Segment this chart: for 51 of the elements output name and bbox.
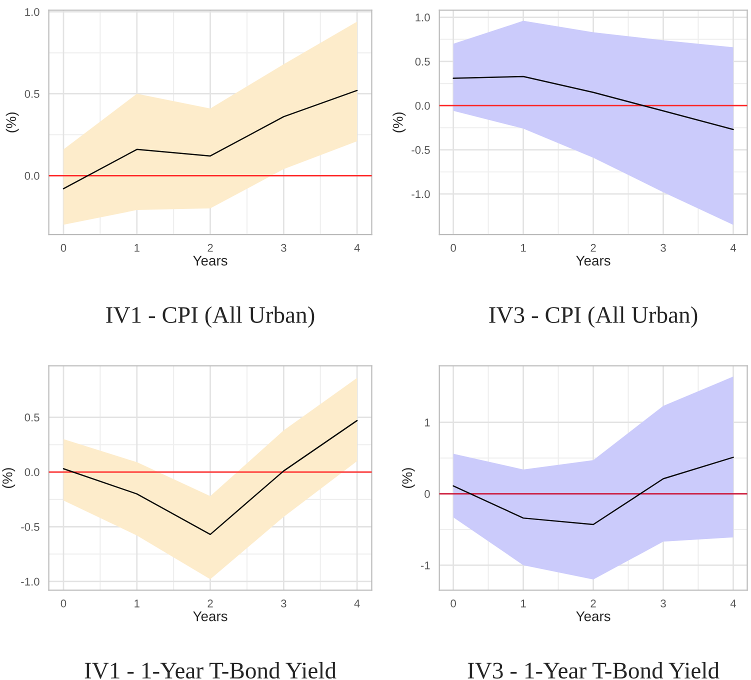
x-tick-label: 2 <box>590 244 596 252</box>
x-tick-label: 1 <box>134 600 140 608</box>
x-axis-title: Years <box>576 256 610 266</box>
line-series <box>62 420 358 536</box>
y-axis-title: (%) <box>6 112 19 132</box>
x-tick-label: 0 <box>60 600 66 608</box>
text: IV1 - 1-Year T-Bond Yield <box>84 662 336 679</box>
y-tick-label: 1 <box>424 418 430 426</box>
y-axis-title: (%) <box>402 468 415 488</box>
y-axis-title: (%) <box>2 468 16 488</box>
y-tick-label: 0.5 <box>24 414 40 422</box>
x-tick-label: 3 <box>660 600 666 608</box>
y-axis-title: (%) <box>392 112 406 132</box>
x-tick-label: 0 <box>450 600 456 608</box>
x-tick-label: 1 <box>521 244 526 252</box>
y-tick-label: 0.0 <box>24 172 40 180</box>
x-tick-label: 3 <box>660 244 666 252</box>
x-tick-label: 4 <box>730 244 736 252</box>
y-tick-label: 0.5 <box>24 90 40 98</box>
text: IV3 - CPI (All Urban) <box>489 306 698 328</box>
y-tick-label: -0.5 <box>412 146 430 154</box>
x-tick-label: 4 <box>730 600 736 608</box>
line-series <box>62 90 358 190</box>
y-tick-label: -1.0 <box>412 190 430 198</box>
x-tick-label: 0 <box>60 244 66 252</box>
x-tick-label: 4 <box>354 600 360 608</box>
x-tick-label: 1 <box>521 600 526 608</box>
y-tick-label: -1.0 <box>21 578 40 586</box>
x-axis-title: Years <box>193 256 228 266</box>
y-tick-label: -0.5 <box>21 523 40 531</box>
x-tick-label: 3 <box>281 244 286 252</box>
x-axis-title: Years <box>576 612 610 622</box>
x-tick-label: 4 <box>354 244 360 252</box>
y-tick-label: 1.0 <box>416 14 430 22</box>
y-tick-label: 0 <box>424 490 430 498</box>
line-series <box>452 76 734 130</box>
y-tick-label: 1.0 <box>25 8 40 16</box>
y-tick-label: 0.0 <box>24 468 40 476</box>
x-tick-label: 3 <box>281 600 286 608</box>
x-axis-title: Years <box>193 612 228 622</box>
y-tick-label: 0.0 <box>415 102 430 110</box>
x-tick-label: 2 <box>590 600 596 608</box>
y-tick-label: -1 <box>420 562 430 570</box>
text: IV3 - 1-Year T-Bond Yield <box>468 662 720 679</box>
line-series <box>452 456 734 526</box>
x-tick-label: 2 <box>208 600 213 608</box>
text: IV1 - CPI (All Urban) <box>106 306 314 328</box>
x-tick-label: 1 <box>134 244 140 252</box>
y-tick-label: 0.5 <box>415 58 430 66</box>
x-tick-label: 0 <box>450 244 456 252</box>
x-tick-label: 2 <box>208 244 213 252</box>
